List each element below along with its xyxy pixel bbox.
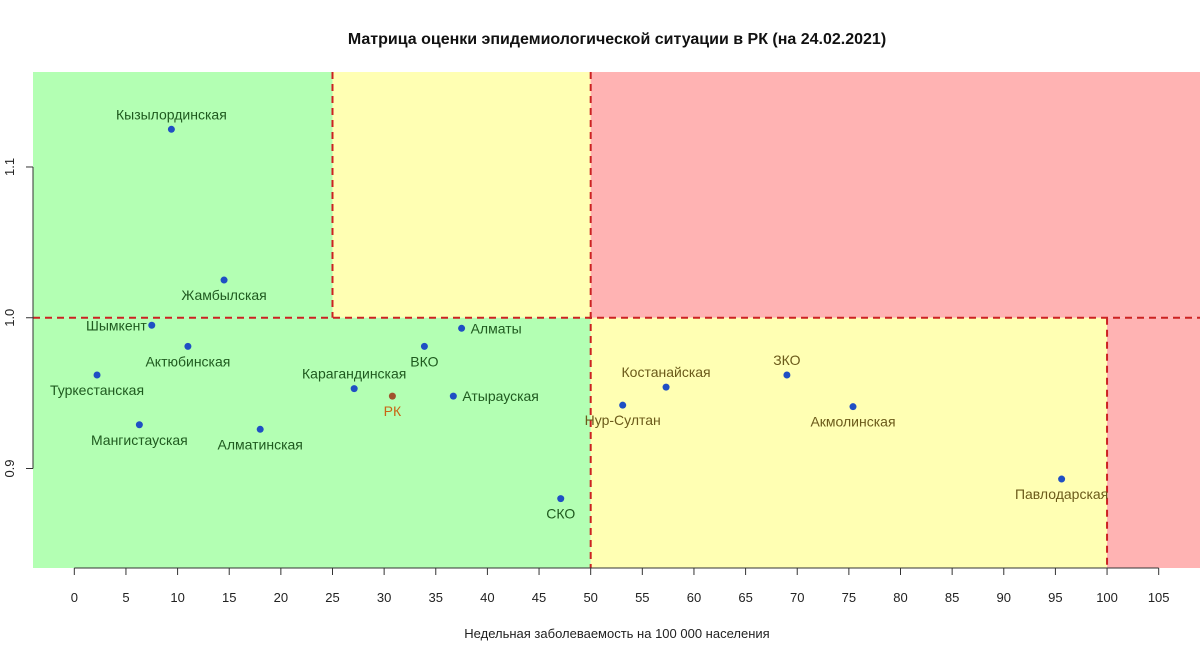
data-point [135,421,143,429]
data-point [93,371,101,379]
point-label: Шымкент [86,317,147,333]
zone-2 [590,72,1200,318]
data-point [458,324,466,332]
point-label: Атырауская [462,388,539,404]
y-tick-label: 1.1 [2,158,17,176]
x-tick-label: 55 [635,590,649,605]
x-tick-label: 25 [325,590,339,605]
zone-5 [1107,317,1200,568]
point-label: Акмолинская [810,414,895,430]
data-point [783,371,791,379]
data-point [256,425,264,433]
chart-title: Матрица оценки эпидемиологической ситуац… [348,31,886,48]
point-label: Нур-Султан [585,412,661,428]
point-label: СКО [546,506,575,522]
x-tick-label: 75 [842,590,856,605]
zone-0 [33,72,333,318]
x-tick-label: 50 [583,590,597,605]
point-label: Павлодарская [1015,486,1108,502]
data-point [350,385,358,393]
y-tick-label: 0.9 [2,459,17,477]
x-tick-label: 40 [480,590,494,605]
data-point [662,383,670,391]
x-tick-label: 60 [687,590,701,605]
point-label: Туркестанская [50,382,144,398]
x-tick-label: 65 [738,590,752,605]
point-label: ЗКО [773,352,800,368]
x-tick-label: 100 [1096,590,1118,605]
point-label: ВКО [410,353,438,369]
data-point [449,392,457,400]
data-point [1058,475,1066,483]
x-tick-label: 20 [274,590,288,605]
y-tick-label: 1.0 [2,309,17,327]
point-label: Костанайская [622,364,711,380]
x-tick-label: 45 [532,590,546,605]
threshold-lines [33,72,1200,568]
data-points [93,125,1066,503]
data-point [388,392,396,400]
x-tick-label: 95 [1048,590,1062,605]
data-point [167,125,175,133]
x-tick-label: 90 [997,590,1011,605]
x-axis: 0 5 10 15 20 25 30 35 40 45 50 55 60 65 70 75 80 85 90 95 10… [71,567,1170,605]
x-axis-label: Недельная заболеваемость на 100 000 насе… [464,626,769,641]
data-point [849,403,857,411]
y-axis: 0.9 1.0 1.1 [2,158,34,478]
x-tick-label: 85 [945,590,959,605]
x-tick-label: 0 [71,590,78,605]
x-tick-label: 15 [222,590,236,605]
point-label: Кызылординская [116,106,227,122]
point-labels: Кызылординская Жамбылская Шымкент Актюбинск… [50,106,1108,521]
zone-3 [33,317,591,568]
x-tick-label: 5 [122,590,129,605]
x-tick-label: 70 [790,590,804,605]
data-point [420,342,428,350]
x-tick-label: 105 [1148,590,1170,605]
zone-4 [590,317,1108,568]
x-tick-label: 35 [429,590,443,605]
x-tick-label: 80 [893,590,907,605]
point-label: Мангистауская [91,432,188,448]
zone-1 [332,72,591,318]
data-point [619,401,627,409]
data-point [557,495,565,503]
data-point [148,321,156,329]
point-label: Жамбылская [181,287,266,303]
x-tick-label: 30 [377,590,391,605]
data-point [184,342,192,350]
point-label: Карагандинская [302,366,406,382]
x-tick-label: 10 [170,590,184,605]
point-label: РК [384,403,402,419]
risk-zones [33,72,1200,568]
data-point [220,276,228,284]
point-label: Алматинская [218,436,303,452]
point-label: Актюбинская [145,353,230,369]
point-label: Алматы [471,320,522,336]
